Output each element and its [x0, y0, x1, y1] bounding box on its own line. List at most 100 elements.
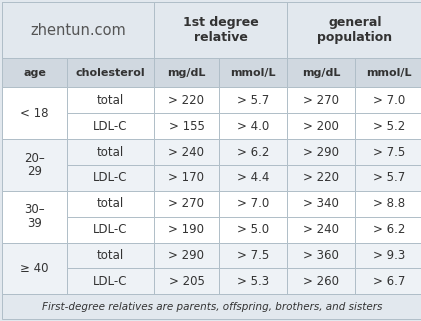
Bar [355, 268, 421, 294]
Text: > 5.7: > 5.7 [373, 171, 405, 185]
Bar [67, 87, 154, 113]
Text: ≥ 40: ≥ 40 [20, 262, 49, 275]
Bar [287, 165, 355, 191]
Text: LDL-C: LDL-C [93, 275, 128, 288]
Text: > 5.0: > 5.0 [237, 223, 269, 236]
Text: LDL-C: LDL-C [93, 171, 128, 185]
Bar [219, 139, 287, 165]
Bar [154, 191, 219, 217]
Bar [67, 191, 154, 217]
Bar [154, 113, 219, 139]
Text: > 200: > 200 [303, 120, 339, 133]
Bar [154, 87, 219, 113]
Text: zhentun.com: zhentun.com [30, 22, 126, 38]
Bar [355, 217, 421, 243]
Bar [154, 2, 287, 58]
Text: > 240: > 240 [303, 223, 339, 236]
Text: > 6.2: > 6.2 [237, 145, 269, 159]
Bar [355, 113, 421, 139]
Bar [287, 243, 355, 268]
Text: LDL-C: LDL-C [93, 120, 128, 133]
Bar [219, 268, 287, 294]
Text: > 240: > 240 [168, 145, 205, 159]
Bar [219, 191, 287, 217]
Bar [154, 243, 219, 268]
Bar [2, 243, 67, 294]
Bar [2, 2, 154, 58]
Text: > 7.5: > 7.5 [373, 145, 405, 159]
Text: total: total [97, 145, 124, 159]
Text: cholesterol: cholesterol [76, 68, 145, 78]
Text: 20–: 20– [24, 152, 45, 165]
Text: > 220: > 220 [303, 171, 339, 185]
Bar [287, 58, 355, 87]
Text: LDL-C: LDL-C [93, 223, 128, 236]
Text: > 270: > 270 [168, 197, 205, 210]
Text: > 260: > 260 [303, 275, 339, 288]
Text: > 220: > 220 [168, 94, 205, 107]
Text: age: age [23, 68, 46, 78]
Text: > 290: > 290 [168, 249, 205, 262]
Bar [2, 139, 67, 191]
Text: 39: 39 [27, 217, 42, 230]
Bar [219, 58, 287, 87]
Text: > 6.7: > 6.7 [373, 275, 405, 288]
Bar [2, 58, 67, 87]
Text: general
population: general population [317, 16, 392, 44]
Bar [355, 165, 421, 191]
Text: total: total [97, 197, 124, 210]
Bar [67, 113, 154, 139]
Text: 29: 29 [27, 166, 42, 178]
Text: > 4.4: > 4.4 [237, 171, 269, 185]
Text: > 5.7: > 5.7 [237, 94, 269, 107]
Text: 1st degree
relative: 1st degree relative [183, 16, 258, 44]
Text: mg/dL: mg/dL [302, 68, 340, 78]
Bar [287, 113, 355, 139]
Bar [287, 2, 421, 58]
Bar [154, 139, 219, 165]
Text: First-degree relatives are parents, offspring, brothers, and sisters: First-degree relatives are parents, offs… [43, 302, 383, 312]
Bar [67, 165, 154, 191]
Bar [2, 87, 67, 139]
Text: > 7.5: > 7.5 [237, 249, 269, 262]
Bar [67, 243, 154, 268]
Bar [154, 217, 219, 243]
Text: > 205: > 205 [168, 275, 205, 288]
Bar [219, 243, 287, 268]
Bar [287, 139, 355, 165]
Bar [355, 58, 421, 87]
Text: > 340: > 340 [303, 197, 339, 210]
Bar [355, 191, 421, 217]
Text: 30–: 30– [24, 203, 45, 216]
Bar [67, 217, 154, 243]
Text: total: total [97, 249, 124, 262]
Bar [287, 87, 355, 113]
Bar [67, 268, 154, 294]
Bar [154, 268, 219, 294]
Text: > 4.0: > 4.0 [237, 120, 269, 133]
Text: > 9.3: > 9.3 [373, 249, 405, 262]
Bar [219, 165, 287, 191]
Bar [2, 191, 67, 243]
Bar [287, 191, 355, 217]
Text: > 5.3: > 5.3 [237, 275, 269, 288]
Bar [287, 217, 355, 243]
Text: mmol/L: mmol/L [366, 68, 412, 78]
Bar [2, 294, 421, 319]
Text: > 8.8: > 8.8 [373, 197, 405, 210]
Text: < 18: < 18 [20, 107, 49, 120]
Text: total: total [97, 94, 124, 107]
Bar [154, 58, 219, 87]
Bar [67, 139, 154, 165]
Text: mg/dL: mg/dL [167, 68, 206, 78]
Bar [219, 217, 287, 243]
Bar [67, 58, 154, 87]
Text: > 360: > 360 [303, 249, 339, 262]
Bar [154, 165, 219, 191]
Text: > 7.0: > 7.0 [373, 94, 405, 107]
Bar [355, 243, 421, 268]
Bar [287, 268, 355, 294]
Text: > 190: > 190 [168, 223, 205, 236]
Text: > 5.2: > 5.2 [373, 120, 405, 133]
Text: > 155: > 155 [168, 120, 205, 133]
